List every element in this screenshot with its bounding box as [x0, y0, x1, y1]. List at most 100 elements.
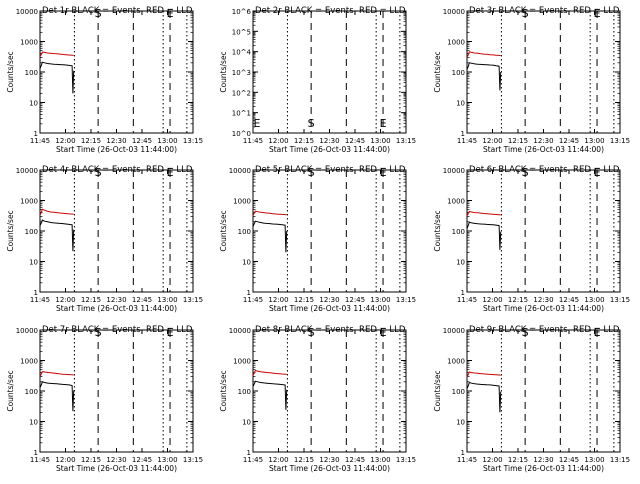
- panel-det-7: Det 7r BLACK = Events, RED = LLD 11:45 12:…: [6, 325, 203, 473]
- series-events-line: [252, 380, 288, 410]
- panel-title: Det 5r BLACK = Events, RED = LLD: [255, 165, 406, 175]
- y-tick-label: 100: [452, 69, 465, 77]
- y-tick-label: 1000: [233, 358, 251, 366]
- series-lld-line: [466, 210, 501, 217]
- series-lld-line: [39, 208, 74, 216]
- x-tick-label: 11:45: [457, 137, 477, 145]
- y-tick-label: 100: [25, 69, 38, 77]
- x-tick-label: 12:30: [533, 456, 553, 464]
- x-tick-label: 11:45: [243, 456, 263, 464]
- y-tick-label: 1: [461, 449, 465, 457]
- x-tick-label: 13:15: [610, 137, 630, 145]
- x-axis-label: Start Time (26-Oct-03 11:44:00): [483, 304, 604, 313]
- x-tick-label: 12:30: [319, 137, 339, 145]
- y-tick-label: 10^0: [232, 130, 251, 138]
- panel-det-2: Det 2r BLACK = Events, RED = LLD 11:45 12:…: [219, 6, 416, 154]
- y-tick-label: 10: [29, 100, 38, 108]
- x-axis-label: Start Time (26-Oct-03 11:44:00): [483, 145, 604, 154]
- x-tick-label: 12:45: [345, 456, 365, 464]
- x-tick-label: 11:45: [30, 137, 50, 145]
- marker-label-E: E: [167, 7, 174, 20]
- series-events-line: [466, 381, 502, 413]
- panel-det-1: Det 1r BLACK = Events, RED = LLD 11:45 12:…: [6, 6, 203, 154]
- series-events-line: [39, 219, 75, 252]
- y-axis-label: Counts/sec: [6, 210, 15, 251]
- panel-det-9: Det 9r BLACK = Events, RED = LLD 11:45 12:…: [433, 325, 630, 473]
- y-tick-label: 1: [461, 289, 465, 297]
- x-axis-label: Start Time (26-Oct-03 11:44:00): [269, 464, 390, 473]
- marker-label-E: E: [167, 326, 174, 339]
- x-tick-label: 13:00: [157, 296, 177, 304]
- x-tick-label: 13:00: [157, 137, 177, 145]
- marker-label-E: E: [380, 117, 387, 130]
- x-tick-label: 12:00: [268, 296, 288, 304]
- x-tick-label: 12:15: [294, 296, 314, 304]
- series-events-line: [466, 62, 502, 91]
- x-tick-label: 12:30: [533, 137, 553, 145]
- x-axis-label: Start Time (26-Oct-03 11:44:00): [56, 145, 177, 154]
- y-tick-label: 100: [25, 228, 38, 236]
- y-tick-label: 10000: [443, 167, 465, 175]
- y-tick-label: 10: [456, 419, 465, 427]
- y-tick-label: 100: [452, 388, 465, 396]
- panel-title: Det 6r BLACK = Events, RED = LLD: [469, 165, 620, 175]
- x-tick-label: 12:15: [508, 137, 528, 145]
- marker-label-S: S: [308, 166, 315, 179]
- y-tick-label: 10: [242, 259, 251, 267]
- y-tick-label: 10000: [16, 8, 38, 16]
- x-tick-label: 12:45: [559, 456, 579, 464]
- series-lld-line: [252, 210, 287, 216]
- y-axis-label: Counts/sec: [6, 370, 15, 411]
- x-tick-label: 11:45: [30, 456, 50, 464]
- panel-det-4: Det 4r BLACK = Events, RED = LLD 11:45 12:…: [6, 165, 203, 313]
- panel-title: Det 9r BLACK = Events, RED = LLD: [469, 325, 620, 335]
- marker-label-E: E: [380, 326, 387, 339]
- y-tick-label: 10^2: [232, 89, 251, 97]
- x-tick-label: 12:45: [345, 296, 365, 304]
- marker-label-extra: E: [254, 117, 261, 130]
- panel-det-6: Det 6r BLACK = Events, RED = LLD 11:45 12:…: [433, 165, 630, 313]
- y-tick-label: 10^1: [232, 110, 251, 118]
- x-tick-label: 13:00: [584, 456, 604, 464]
- x-tick-label: 13:00: [370, 296, 390, 304]
- y-tick-label: 10: [242, 419, 251, 427]
- y-tick-label: 1: [34, 289, 38, 297]
- marker-label-E: E: [594, 7, 601, 20]
- x-tick-label: 12:15: [81, 296, 101, 304]
- x-tick-label: 13:00: [370, 456, 390, 464]
- x-tick-label: 13:15: [396, 456, 416, 464]
- x-tick-label: 12:45: [132, 137, 152, 145]
- x-tick-label: 13:15: [183, 456, 203, 464]
- y-tick-label: 10000: [16, 167, 38, 175]
- y-tick-label: 1000: [20, 358, 38, 366]
- panel-title: Det 7r BLACK = Events, RED = LLD: [42, 325, 193, 335]
- y-axis-label: Counts/sec: [219, 370, 228, 411]
- marker-label-S: S: [522, 326, 529, 339]
- y-tick-label: 100: [25, 388, 38, 396]
- x-axis-label: Start Time (26-Oct-03 11:44:00): [483, 464, 604, 473]
- y-tick-label: 10000: [16, 327, 38, 335]
- x-axis-label: Start Time (26-Oct-03 11:44:00): [269, 145, 390, 154]
- x-tick-label: 12:00: [268, 137, 288, 145]
- series-lld-line: [39, 371, 74, 377]
- x-tick-label: 13:15: [183, 296, 203, 304]
- x-tick-label: 12:30: [319, 456, 339, 464]
- marker-label-S: S: [308, 326, 315, 339]
- y-tick-label: 10: [456, 259, 465, 267]
- x-tick-label: 11:45: [457, 456, 477, 464]
- y-axis-label: Counts/sec: [219, 51, 228, 92]
- x-tick-label: 13:15: [610, 296, 630, 304]
- panel-title: Det 8r BLACK = Events, RED = LLD: [255, 325, 406, 335]
- x-tick-label: 12:00: [55, 296, 75, 304]
- y-tick-label: 1000: [20, 198, 38, 206]
- y-axis-label: Counts/sec: [433, 51, 442, 92]
- y-tick-label: 1: [461, 130, 465, 138]
- series-lld-line: [39, 51, 74, 57]
- x-tick-label: 13:15: [183, 137, 203, 145]
- y-tick-label: 10^6: [232, 8, 252, 16]
- y-tick-label: 10: [456, 100, 465, 108]
- y-tick-label: 1: [34, 449, 38, 457]
- panel-title: Det 1r BLACK = Events, RED = LLD: [42, 6, 193, 16]
- y-tick-label: 10: [29, 259, 38, 267]
